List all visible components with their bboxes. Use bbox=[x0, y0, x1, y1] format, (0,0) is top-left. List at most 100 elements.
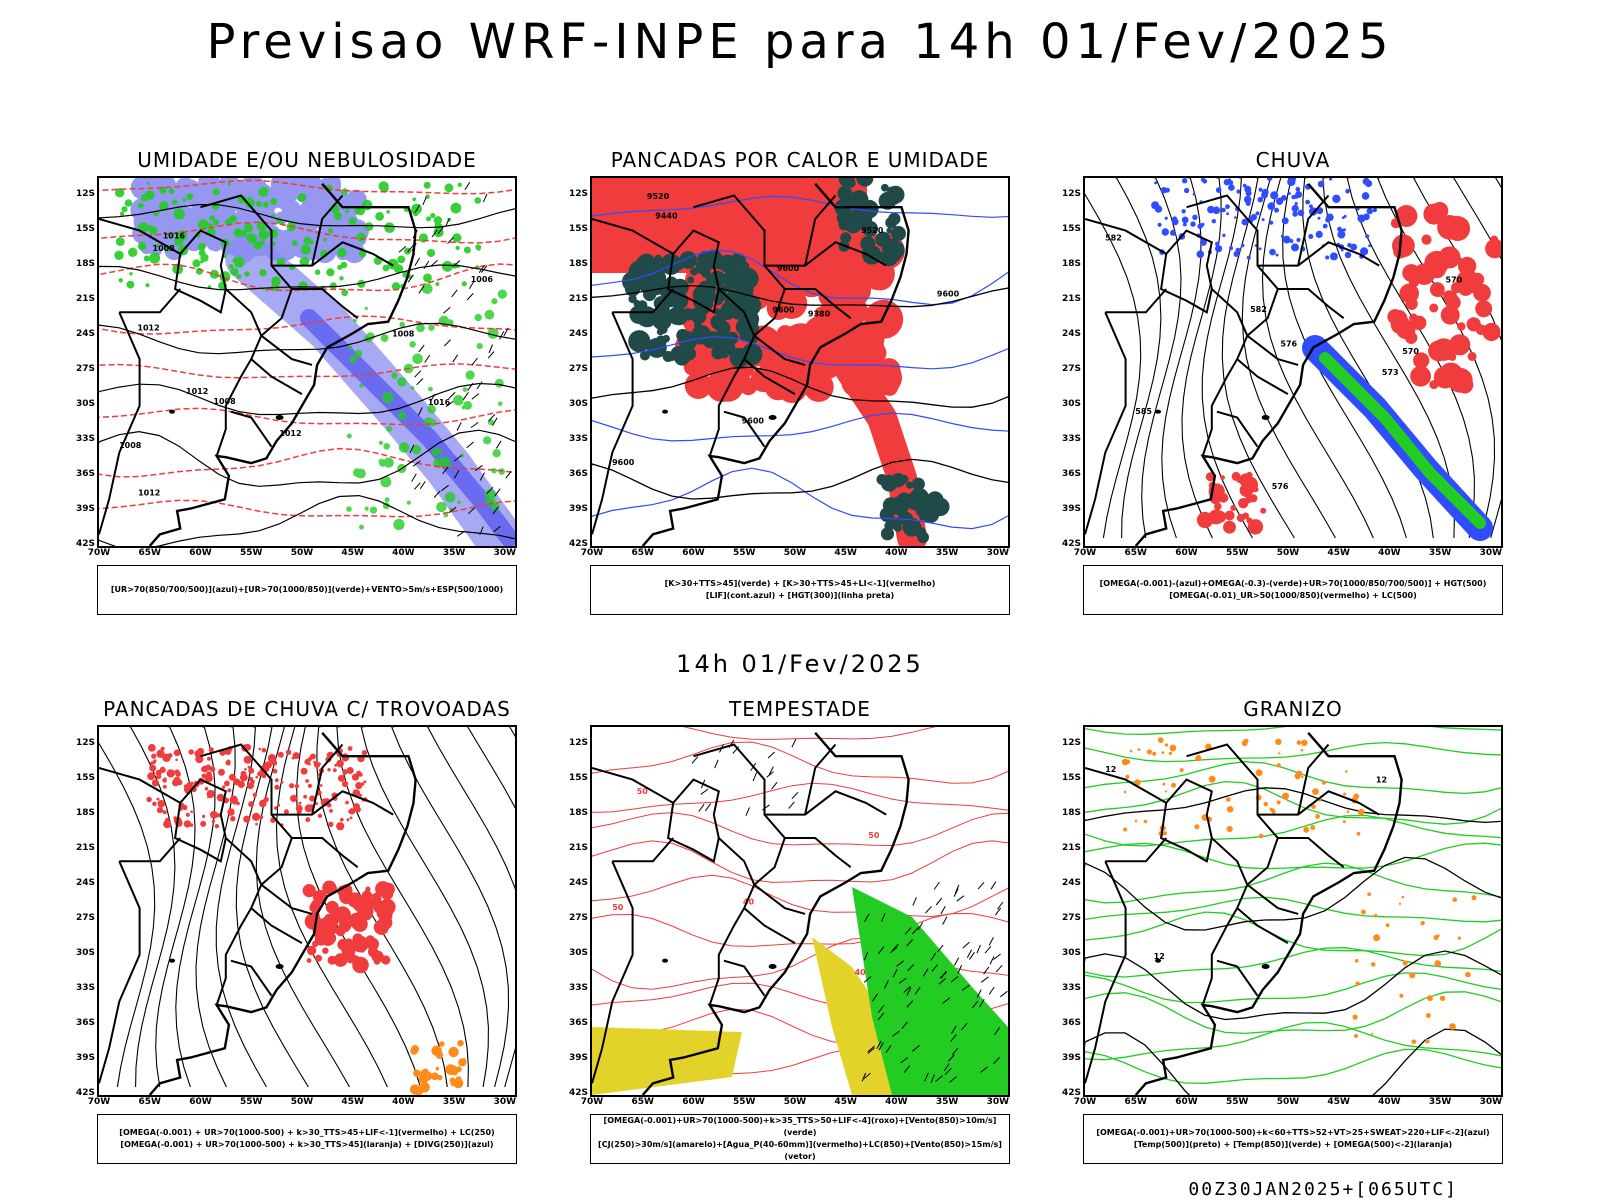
shade-dot bbox=[463, 246, 471, 254]
shade-dot bbox=[227, 808, 235, 816]
shade-dot bbox=[252, 792, 258, 797]
shade-dot bbox=[1471, 895, 1477, 901]
country-border bbox=[1085, 860, 1127, 1084]
shade-dot bbox=[1425, 1013, 1431, 1018]
shade-dot bbox=[1226, 797, 1231, 802]
temp500-contour bbox=[1085, 856, 1501, 931]
wind-arrow bbox=[492, 417, 498, 426]
longitude-labels: 70W 65W 60W 55W 50W 45W 40W 35W 30W bbox=[581, 1097, 1010, 1109]
shade-dot bbox=[1317, 216, 1321, 220]
shade-dot bbox=[1152, 751, 1157, 756]
latitude-tick-label: 36S bbox=[75, 1017, 95, 1028]
shade-dot bbox=[761, 285, 775, 300]
thickness-contour bbox=[99, 407, 515, 426]
wind-arrow bbox=[871, 993, 879, 1002]
country-border bbox=[1277, 837, 1345, 868]
shade-dot bbox=[1258, 247, 1262, 251]
shade-dot bbox=[307, 783, 312, 788]
country-border bbox=[230, 959, 273, 997]
shade-dot bbox=[294, 783, 300, 789]
streamline bbox=[1114, 178, 1162, 539]
latitude-tick-label: 18S bbox=[568, 258, 588, 269]
country-border bbox=[1246, 334, 1299, 366]
latitude-tick-label: 27S bbox=[75, 912, 95, 923]
wind-arrow bbox=[900, 1057, 909, 1064]
jet-area bbox=[592, 1027, 742, 1095]
contour-label: 1006 bbox=[471, 275, 494, 284]
map-granizo[interactable]: 12 12 12 bbox=[1083, 725, 1503, 1097]
shade-dot bbox=[176, 779, 183, 786]
map-tempestade[interactable]: 50 50 40 40 50 bbox=[590, 725, 1010, 1097]
contour-label: 50 bbox=[612, 903, 624, 912]
coastline bbox=[1134, 183, 1403, 546]
latitude-tick-label: 18S bbox=[75, 258, 95, 269]
shade-dot bbox=[1466, 317, 1481, 332]
contour-label: 573 bbox=[1382, 368, 1399, 377]
legend-line: [LIF](cont.azul) + [HGT(300)](linha pret… bbox=[705, 591, 895, 600]
wind-arrow bbox=[980, 976, 989, 983]
shade-dot bbox=[1224, 510, 1235, 521]
latitude-tick-label: 33S bbox=[568, 982, 588, 993]
contour-label: 570 bbox=[1402, 347, 1419, 356]
shade-dot bbox=[143, 255, 150, 262]
shade-dot bbox=[1223, 179, 1231, 186]
shade-dot bbox=[1325, 217, 1331, 223]
shade-dot bbox=[233, 228, 243, 238]
wind-arrow bbox=[745, 807, 750, 816]
contour-label: 1012 bbox=[279, 429, 301, 438]
latitude-tick-label: 36S bbox=[1061, 1017, 1081, 1028]
shade-dot bbox=[248, 767, 255, 774]
shade-dot bbox=[1208, 775, 1216, 783]
shade-dot bbox=[1263, 801, 1269, 807]
wind-arrow bbox=[441, 484, 449, 492]
wind-arrow bbox=[931, 964, 938, 972]
shade-dot bbox=[1123, 790, 1127, 794]
longitude-tick-label: 45W bbox=[834, 1097, 857, 1107]
rain-area bbox=[1387, 202, 1501, 394]
shade-dot bbox=[274, 178, 295, 199]
shade-dot bbox=[641, 276, 654, 289]
streamline bbox=[275, 727, 388, 1088]
wind-arrow bbox=[885, 1045, 892, 1054]
map-chuva[interactable]: 582 576 573 570 576 570 582 585 bbox=[1083, 176, 1503, 548]
shade-dot bbox=[1436, 934, 1440, 938]
shade-dot bbox=[406, 500, 411, 505]
shade-dot bbox=[1125, 774, 1130, 779]
shade-dot bbox=[1402, 960, 1408, 966]
latitude-labels: 12S 15S 18S 21S 24S 27S 30S 33S 36S 39S 42S bbox=[1053, 725, 1081, 1098]
shade-dot bbox=[484, 489, 496, 501]
shade-dot bbox=[1420, 920, 1425, 926]
shade-dot bbox=[1161, 751, 1165, 754]
country-border bbox=[1236, 907, 1289, 944]
legend-box: [OMEGA(-0.001) + UR>70(1000-500) + k>30_… bbox=[97, 1114, 517, 1164]
map-trovoadas[interactable] bbox=[97, 725, 517, 1097]
shade-dot bbox=[484, 309, 495, 320]
shade-dot bbox=[195, 755, 204, 764]
shade-dot bbox=[1482, 322, 1501, 342]
shade-dot bbox=[182, 804, 188, 811]
panel-title: GRANIZO bbox=[1243, 697, 1343, 721]
wind-arrow bbox=[864, 913, 870, 922]
wind-arrow bbox=[930, 1074, 935, 1084]
shade-dot bbox=[410, 1045, 420, 1054]
shade-dot bbox=[228, 773, 236, 781]
shade-dot bbox=[398, 442, 410, 453]
longitude-tick-label: 35W bbox=[935, 548, 959, 558]
shade-dot bbox=[158, 201, 169, 211]
shade-dot bbox=[352, 933, 364, 945]
shade-dot bbox=[346, 433, 352, 439]
wind-arrow bbox=[431, 229, 438, 238]
shade-dot bbox=[262, 201, 269, 208]
shade-dot bbox=[1240, 243, 1245, 248]
shade-dot bbox=[1157, 737, 1164, 743]
lif-contour bbox=[592, 195, 1008, 218]
country-border bbox=[1236, 358, 1289, 395]
pressure-contour bbox=[99, 429, 515, 487]
map-umidade[interactable]: 1008 1016 1012 1006 1008 1012 1012 1016 1008 1012… bbox=[97, 176, 517, 548]
wind-arrow bbox=[471, 393, 480, 400]
map-pancadas-calor[interactable]: 9600 9600 9600 9600 9520 9440 9520 9380 9600 bbox=[590, 176, 1010, 548]
latitude-tick-label: 30S bbox=[75, 398, 95, 409]
shade-dot bbox=[384, 222, 395, 233]
shade-dot bbox=[359, 524, 364, 530]
longitude-tick-label: 50W bbox=[290, 1097, 314, 1107]
